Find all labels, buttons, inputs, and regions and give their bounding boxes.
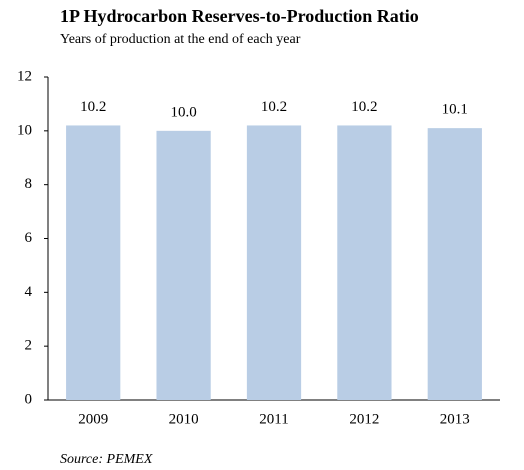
source-note: Source: PEMEX bbox=[60, 452, 153, 467]
y-tick-label: 0 bbox=[25, 391, 33, 407]
x-tick-label: 2010 bbox=[169, 411, 199, 427]
bar bbox=[156, 130, 211, 401]
y-tick-label: 10 bbox=[17, 122, 32, 138]
bar bbox=[246, 125, 302, 400]
value-label: 10.0 bbox=[170, 104, 196, 120]
x-tick-label: 2011 bbox=[259, 411, 288, 427]
bar bbox=[427, 128, 482, 400]
y-tick-label: 12 bbox=[17, 68, 32, 84]
x-tick-label: 2009 bbox=[78, 411, 108, 427]
chart-title: 1P Hydrocarbon Reserves-to-Production Ra… bbox=[60, 6, 419, 26]
chart-subtitle: Years of production at the end of each y… bbox=[60, 32, 301, 47]
x-tick-label: 2012 bbox=[349, 411, 379, 427]
x-tick-label: 2013 bbox=[440, 411, 470, 427]
bar bbox=[66, 125, 121, 400]
value-label: 10.2 bbox=[80, 99, 106, 115]
value-label: 10.1 bbox=[442, 102, 468, 118]
y-tick-label: 6 bbox=[25, 230, 33, 246]
value-label: 10.2 bbox=[261, 99, 287, 115]
value-label: 10.2 bbox=[351, 99, 377, 115]
y-tick-label: 8 bbox=[25, 176, 33, 192]
y-tick-label: 4 bbox=[25, 284, 33, 300]
bar bbox=[337, 125, 392, 400]
y-tick-label: 2 bbox=[25, 338, 33, 354]
